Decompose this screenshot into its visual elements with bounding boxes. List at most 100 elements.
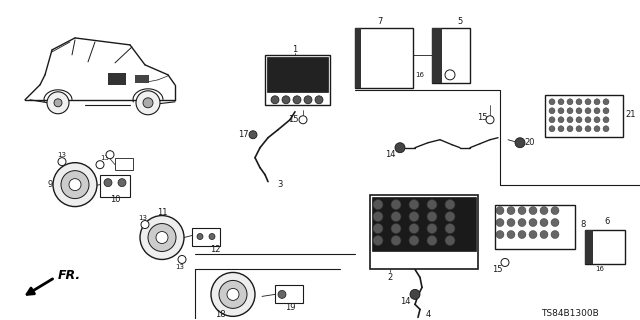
Bar — [585, 229, 593, 264]
Circle shape — [518, 207, 526, 215]
Circle shape — [278, 291, 286, 298]
Bar — [100, 175, 130, 196]
Circle shape — [603, 108, 609, 114]
Circle shape — [576, 126, 582, 132]
Circle shape — [576, 117, 582, 123]
Bar — [275, 285, 303, 303]
Circle shape — [594, 108, 600, 114]
Text: 13: 13 — [138, 214, 147, 220]
Circle shape — [540, 207, 548, 215]
Circle shape — [445, 236, 455, 245]
Circle shape — [445, 70, 455, 80]
Circle shape — [410, 289, 420, 300]
Bar — [355, 28, 413, 88]
Circle shape — [140, 216, 184, 260]
Circle shape — [211, 272, 255, 316]
Circle shape — [315, 96, 323, 104]
Text: 5: 5 — [458, 18, 463, 27]
Text: 10: 10 — [109, 195, 120, 204]
Circle shape — [148, 224, 176, 252]
Text: 18: 18 — [214, 310, 225, 319]
Text: 13: 13 — [175, 264, 184, 270]
Bar — [495, 204, 575, 250]
Circle shape — [507, 230, 515, 238]
Circle shape — [118, 179, 126, 187]
Circle shape — [603, 126, 609, 132]
Circle shape — [558, 126, 564, 132]
Circle shape — [136, 91, 160, 115]
Circle shape — [507, 207, 515, 215]
Circle shape — [427, 212, 437, 221]
Circle shape — [427, 224, 437, 234]
Text: 14: 14 — [400, 297, 410, 306]
Circle shape — [282, 96, 290, 104]
Circle shape — [551, 219, 559, 227]
Circle shape — [58, 158, 66, 166]
Circle shape — [501, 259, 509, 267]
Text: 9: 9 — [47, 180, 52, 189]
Text: 16: 16 — [415, 72, 424, 78]
Text: 12: 12 — [210, 245, 220, 254]
Circle shape — [293, 96, 301, 104]
Circle shape — [515, 138, 525, 148]
Circle shape — [567, 126, 573, 132]
Bar — [370, 195, 478, 269]
Bar — [432, 28, 442, 83]
Circle shape — [549, 108, 555, 114]
Circle shape — [603, 99, 609, 105]
Text: 14: 14 — [385, 150, 396, 159]
Circle shape — [391, 200, 401, 210]
Bar — [135, 75, 149, 83]
Circle shape — [540, 230, 548, 238]
Circle shape — [558, 117, 564, 123]
Circle shape — [594, 117, 600, 123]
Circle shape — [558, 108, 564, 114]
Circle shape — [529, 230, 537, 238]
Bar — [267, 57, 328, 92]
Text: 16: 16 — [595, 267, 605, 272]
Circle shape — [518, 230, 526, 238]
Text: 1: 1 — [292, 45, 298, 54]
Circle shape — [518, 219, 526, 227]
Circle shape — [141, 220, 149, 228]
Circle shape — [567, 117, 573, 123]
Bar — [585, 229, 625, 264]
Circle shape — [585, 99, 591, 105]
Circle shape — [304, 96, 312, 104]
Bar — [192, 228, 220, 245]
Circle shape — [585, 126, 591, 132]
Circle shape — [496, 230, 504, 238]
Circle shape — [486, 116, 494, 124]
Circle shape — [427, 200, 437, 210]
Text: 21: 21 — [625, 110, 636, 119]
Text: 20: 20 — [525, 138, 535, 147]
Text: 8: 8 — [580, 220, 586, 229]
Circle shape — [156, 232, 168, 244]
Circle shape — [445, 212, 455, 221]
Circle shape — [209, 234, 215, 239]
Circle shape — [594, 126, 600, 132]
Bar — [355, 28, 361, 88]
Circle shape — [496, 207, 504, 215]
Bar — [372, 196, 476, 252]
Circle shape — [106, 151, 114, 159]
Circle shape — [576, 108, 582, 114]
Text: 7: 7 — [378, 18, 383, 27]
Text: 13: 13 — [58, 152, 67, 158]
Circle shape — [249, 131, 257, 139]
Circle shape — [540, 219, 548, 227]
Circle shape — [585, 108, 591, 114]
Text: 15: 15 — [288, 115, 298, 124]
Circle shape — [427, 236, 437, 245]
Circle shape — [47, 92, 69, 114]
Circle shape — [69, 179, 81, 191]
Circle shape — [178, 255, 186, 263]
Text: 2: 2 — [387, 273, 392, 282]
Circle shape — [549, 126, 555, 132]
Text: 6: 6 — [604, 217, 610, 226]
Circle shape — [529, 207, 537, 215]
Circle shape — [219, 280, 247, 308]
Circle shape — [603, 117, 609, 123]
Circle shape — [594, 99, 600, 105]
Circle shape — [373, 236, 383, 245]
